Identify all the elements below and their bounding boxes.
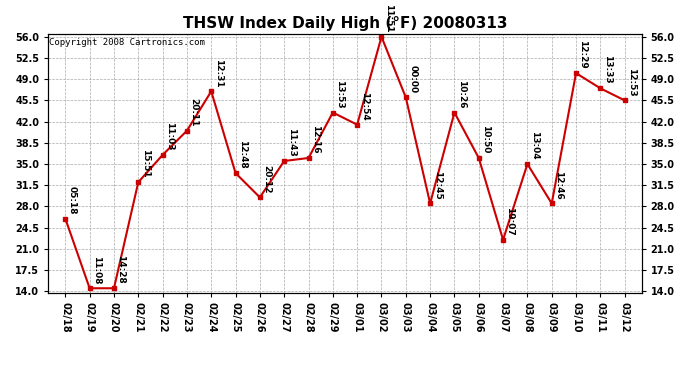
- Text: 20:12: 20:12: [262, 165, 271, 193]
- Text: 12:46: 12:46: [554, 171, 563, 199]
- Text: 12:48: 12:48: [238, 140, 247, 169]
- Text: 20:11: 20:11: [189, 98, 198, 126]
- Title: THSW Index Daily High (°F) 20080313: THSW Index Daily High (°F) 20080313: [183, 16, 507, 31]
- Text: Copyright 2008 Cartronics.com: Copyright 2008 Cartronics.com: [50, 38, 206, 46]
- Text: 11:43: 11:43: [286, 128, 295, 157]
- Text: 12:54: 12:54: [359, 92, 368, 120]
- Text: 12:31: 12:31: [214, 58, 223, 87]
- Text: 13:53: 13:53: [335, 80, 344, 108]
- Text: 05:18: 05:18: [68, 186, 77, 214]
- Text: 11:03: 11:03: [165, 122, 174, 151]
- Text: 15:51: 15:51: [141, 149, 150, 178]
- Text: 12:53: 12:53: [627, 68, 636, 96]
- Text: 10:26: 10:26: [457, 80, 466, 108]
- Text: 14:28: 14:28: [117, 255, 126, 284]
- Text: 11:51: 11:51: [384, 4, 393, 33]
- Text: 12:29: 12:29: [578, 40, 587, 69]
- Text: 13:04: 13:04: [530, 131, 539, 160]
- Text: 19:07: 19:07: [506, 207, 515, 236]
- Text: 00:00: 00:00: [408, 65, 417, 93]
- Text: 11:08: 11:08: [92, 256, 101, 284]
- Text: 13:33: 13:33: [603, 56, 612, 84]
- Text: 10:50: 10:50: [481, 125, 490, 154]
- Text: 12:16: 12:16: [311, 125, 320, 154]
- Text: 12:45: 12:45: [433, 171, 442, 199]
